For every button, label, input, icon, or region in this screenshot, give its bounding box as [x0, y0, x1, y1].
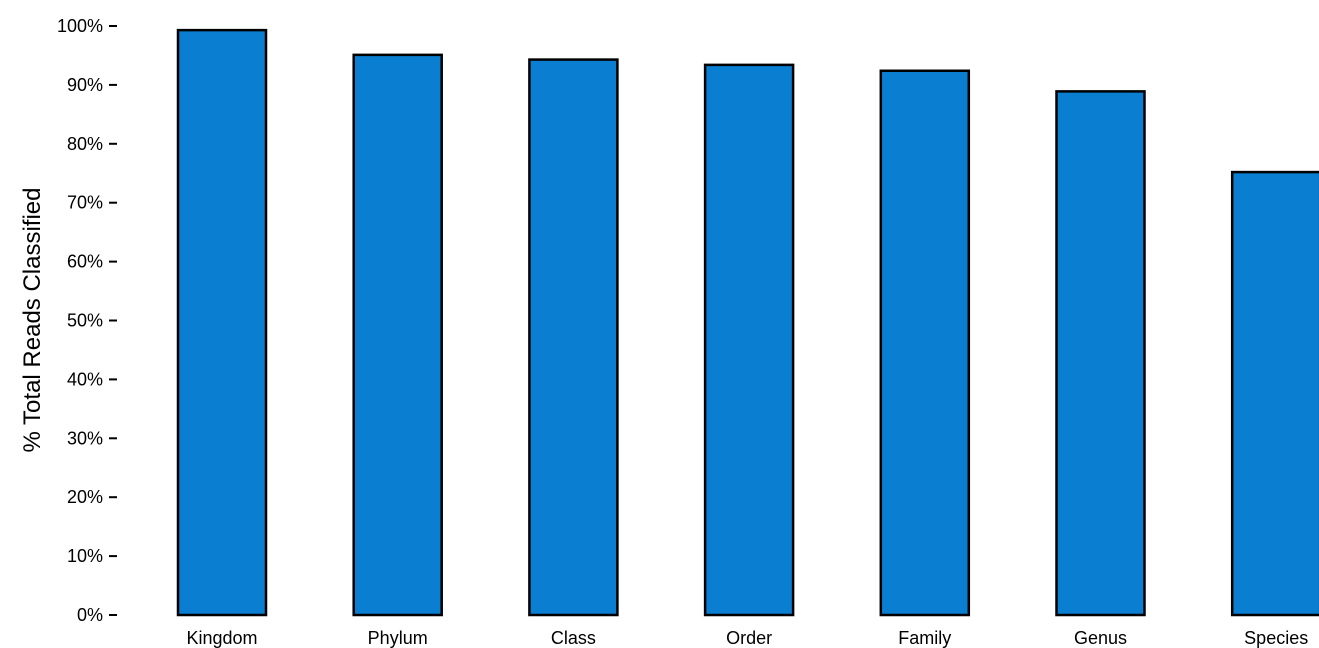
y-tick-label: 100% [57, 16, 103, 36]
y-axis: 0% 10% 20% 30% 40% 50% 60% 70% 80% 90% 100% [57, 16, 117, 625]
x-tick-label-genus: Genus [1074, 628, 1127, 648]
y-tick-label: 30% [67, 428, 103, 448]
y-tick-label: 40% [67, 369, 103, 389]
x-tick-label-class: Class [551, 628, 596, 648]
y-tick-label: 80% [67, 134, 103, 154]
x-tick-label-kingdom: Kingdom [186, 628, 257, 648]
y-axis-title: % Total Reads Classified [19, 187, 46, 452]
bar-genus [1057, 91, 1145, 615]
x-tick-label-order: Order [726, 628, 772, 648]
y-tick-label: 50% [67, 311, 103, 331]
y-tick-label: 60% [67, 252, 103, 272]
bar-species [1232, 172, 1319, 615]
x-tick-label-phylum: Phylum [368, 628, 428, 648]
y-tick-label: 10% [67, 546, 103, 566]
bar-family [881, 71, 969, 615]
bar-order [705, 65, 793, 615]
y-tick-label: 0% [77, 605, 103, 625]
x-tick-label-family: Family [898, 628, 951, 648]
bars [178, 30, 1319, 615]
bar-phylum [354, 55, 442, 615]
y-tick-label: 20% [67, 487, 103, 507]
x-axis: Kingdom Phylum Class Order Family Genus Specie… [186, 628, 1308, 648]
bar-class [529, 60, 617, 615]
y-tick-label: 90% [67, 75, 103, 95]
y-tick-label: 70% [67, 193, 103, 213]
x-tick-label-species: Species [1244, 628, 1308, 648]
bar-kingdom [178, 30, 266, 615]
